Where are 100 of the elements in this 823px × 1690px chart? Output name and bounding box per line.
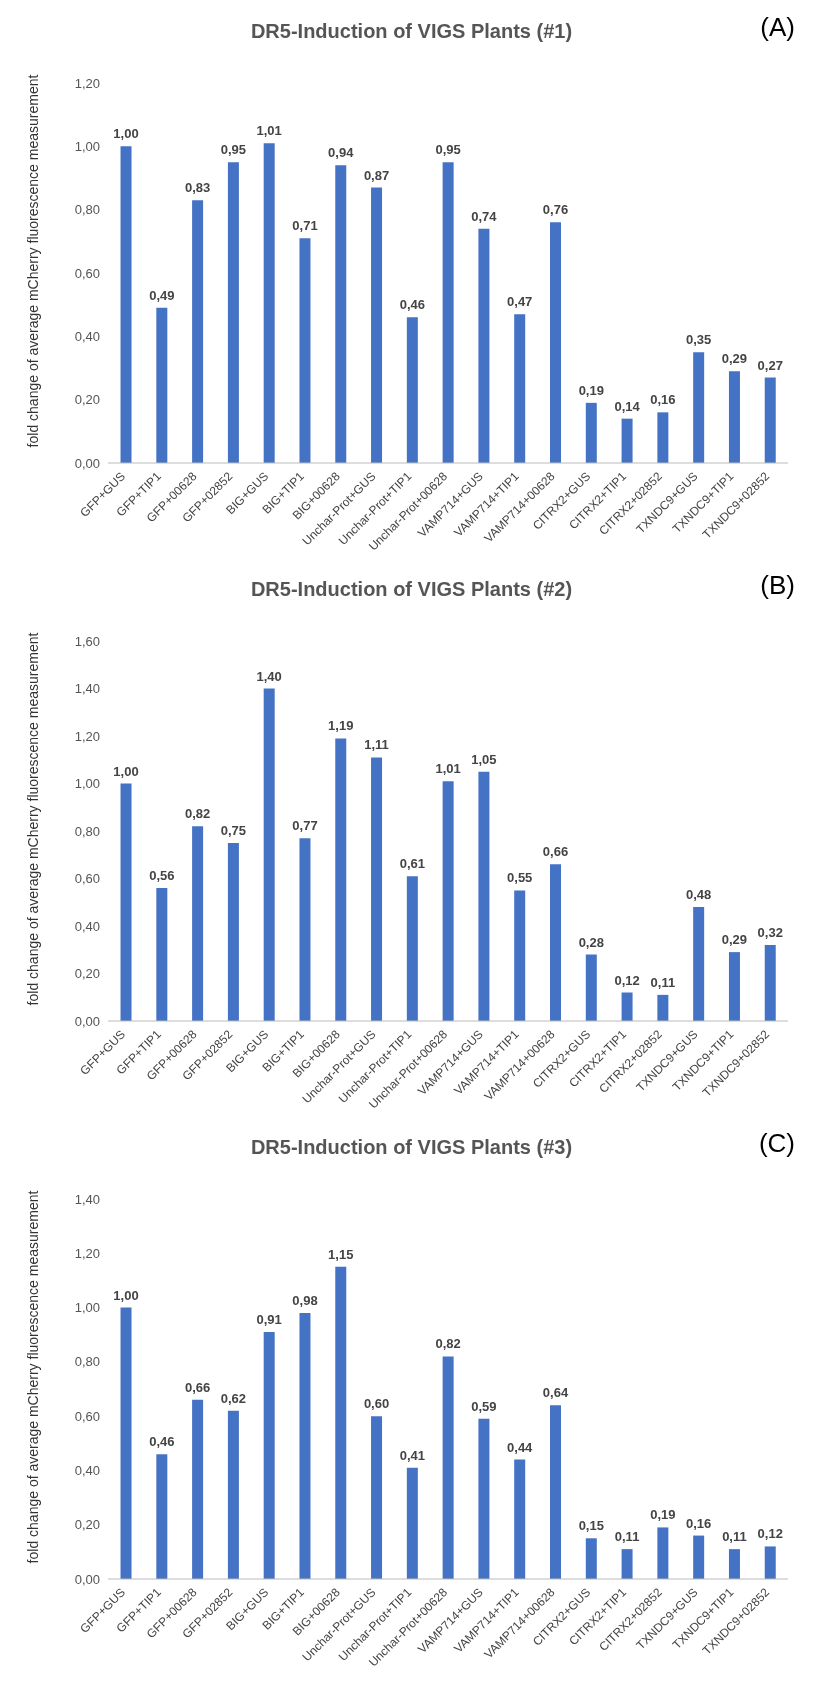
data-label: 0,82 — [184, 806, 211, 822]
bar — [299, 838, 311, 1021]
y-tick-label: 1,20 — [74, 1245, 100, 1261]
data-label: 1,11 — [364, 737, 389, 753]
data-label: 0,94 — [328, 145, 355, 161]
bar — [335, 738, 347, 1021]
data-label: 0,87 — [363, 167, 390, 183]
y-tick-label: 1,20 — [74, 75, 100, 91]
bar — [693, 1535, 705, 1579]
data-label: 0,35 — [686, 332, 712, 348]
bar — [442, 781, 454, 1021]
y-tick-label: 1,40 — [74, 1191, 100, 1207]
bar — [227, 842, 239, 1021]
y-tick-label: 0,80 — [74, 1354, 100, 1370]
data-label: 0,66 — [184, 1379, 211, 1395]
data-label: 1,40 — [256, 668, 282, 684]
bar — [120, 783, 132, 1021]
data-label: 1,01 — [256, 123, 282, 139]
bar — [371, 1416, 383, 1579]
bar — [156, 307, 168, 463]
data-label: 0,29 — [721, 351, 748, 367]
data-label: 0,62 — [220, 1390, 247, 1406]
bar — [514, 890, 526, 1021]
bar — [478, 1418, 490, 1579]
bar — [621, 418, 633, 463]
data-label: 0,98 — [292, 1293, 318, 1308]
data-label: 1,01 — [435, 761, 461, 777]
bar — [728, 1549, 740, 1579]
data-label: 0,27 — [757, 357, 783, 373]
bar — [406, 317, 418, 463]
y-tick-label: 0,00 — [74, 1571, 100, 1587]
data-label: 0,46 — [399, 297, 425, 313]
bar — [263, 143, 275, 463]
data-label: 0,82 — [435, 1336, 461, 1352]
y-tick-label: 0,00 — [74, 455, 100, 471]
data-label: 0,76 — [542, 202, 569, 218]
data-label: 0,64 — [542, 1385, 569, 1401]
y-tick-label: 1,60 — [74, 633, 100, 649]
y-tick-label: 0,40 — [74, 918, 100, 934]
data-label: 1,05 — [471, 751, 497, 767]
bar — [764, 1546, 776, 1579]
bar — [335, 165, 347, 463]
data-label: 0,74 — [471, 208, 498, 224]
data-label: 0,41 — [399, 1447, 425, 1463]
bar — [550, 222, 561, 463]
y-tick-label: 0,00 — [74, 1013, 100, 1029]
y-axis-title: fold change of average mCherry fluorescence measurement — [25, 631, 41, 1008]
bar — [764, 945, 776, 1021]
bar — [550, 864, 561, 1021]
y-axis-title: fold change of average mCherry fluorescence measurement — [25, 73, 41, 450]
bar — [693, 907, 705, 1021]
bar — [192, 200, 204, 463]
chart-title: DR5-Induction of VIGS Plants (#2) — [250, 578, 573, 600]
bar — [263, 1332, 275, 1579]
y-tick-label: 0,60 — [74, 265, 100, 281]
y-tick-label: 1,00 — [74, 776, 100, 792]
data-label: 0,56 — [149, 868, 175, 883]
bar — [371, 757, 383, 1021]
data-label: 1,00 — [113, 1287, 139, 1303]
data-label: 0,19 — [578, 382, 604, 398]
data-label: 0,46 — [149, 1434, 175, 1450]
data-label: 0,48 — [686, 887, 712, 902]
chart-title: DR5-Induction of VIGS Plants (#1) — [250, 20, 573, 42]
data-label: 0,95 — [435, 142, 461, 158]
y-tick-label: 1,00 — [74, 1300, 100, 1316]
data-label: 0,83 — [184, 180, 211, 196]
data-label: 0,71 — [292, 218, 318, 234]
bar — [406, 1467, 418, 1579]
data-label: 0,95 — [220, 142, 247, 158]
data-label: 0,44 — [507, 1439, 534, 1455]
bar — [693, 352, 705, 463]
data-label: 0,28 — [578, 934, 604, 950]
bar — [585, 954, 597, 1021]
bar — [192, 826, 204, 1021]
data-label: 0,12 — [614, 972, 640, 988]
bar — [335, 1266, 347, 1579]
bar — [192, 1399, 204, 1579]
data-label: 0,11 — [650, 974, 676, 990]
bar — [514, 314, 526, 463]
bar — [263, 688, 275, 1021]
data-label: 0,77 — [292, 818, 318, 834]
bar — [585, 1538, 597, 1579]
bar — [442, 1356, 454, 1579]
data-label: 1,19 — [328, 718, 354, 734]
bar — [514, 1459, 526, 1579]
data-label: 0,75 — [220, 822, 247, 838]
chart-title: DR5-Induction of VIGS Plants (#3) — [250, 1136, 573, 1158]
bar — [585, 402, 597, 463]
text: (A) — [760, 12, 795, 43]
y-tick-label: 0,60 — [74, 1408, 100, 1424]
data-label: 1,00 — [113, 763, 139, 779]
bar — [442, 162, 454, 463]
y-tick-label: 0,20 — [74, 1517, 100, 1533]
y-tick-label: 0,80 — [74, 202, 100, 218]
bar — [156, 888, 168, 1021]
data-label: 1,00 — [113, 126, 139, 142]
y-tick-label: 1,20 — [74, 728, 100, 744]
bar — [156, 1454, 168, 1579]
bar — [299, 1313, 311, 1579]
y-axis-title: fold change of average mCherry fluorescence measurement — [25, 1189, 41, 1566]
